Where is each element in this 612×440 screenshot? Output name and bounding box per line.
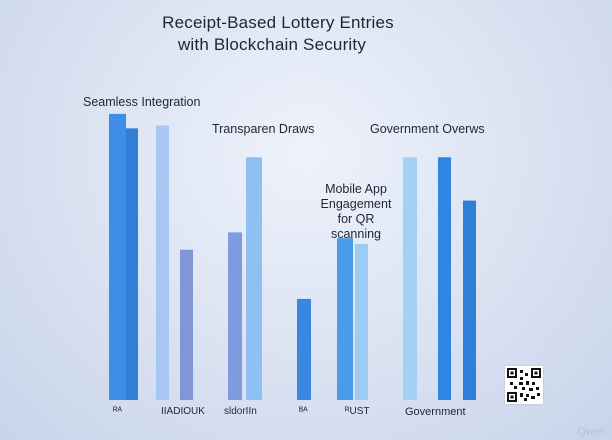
x-tick-label: ᴿUST (345, 406, 370, 417)
bar (403, 157, 417, 400)
qr-code-icon (505, 366, 543, 404)
annotation-government-overviews: Government Overws (370, 122, 485, 136)
bar (355, 243, 368, 400)
x-tick-label: IIADIOUK (161, 406, 205, 417)
annotation-seamless-integration: Seamless Integration (83, 95, 201, 109)
chart-title-line-2: with Blockchain Security (177, 35, 367, 54)
qr-code-graphic (507, 368, 541, 402)
bar (246, 157, 262, 400)
bar (228, 232, 242, 400)
bar (297, 298, 311, 400)
chart-title-line-1: Receipt-Based Lottery Entries (162, 13, 394, 32)
bar (463, 200, 476, 400)
x-tick-label: Government (405, 406, 466, 418)
x-tick-label: ᴿᴬ (113, 406, 123, 417)
bar (337, 238, 353, 400)
bar (438, 157, 451, 400)
bar (126, 128, 138, 400)
annotation-transparent-draws: Transparen Draws (212, 122, 315, 136)
annotation-mobile-app-engagement: Mobile App Engagement for QR scanning (320, 182, 392, 241)
x-tick-label: sldorIIn (224, 406, 257, 417)
bar (180, 249, 193, 400)
x-tick-label: ᴮᴬ (299, 406, 308, 417)
watermark: Qwen (577, 426, 606, 438)
bar (109, 113, 126, 400)
bar (156, 125, 169, 400)
